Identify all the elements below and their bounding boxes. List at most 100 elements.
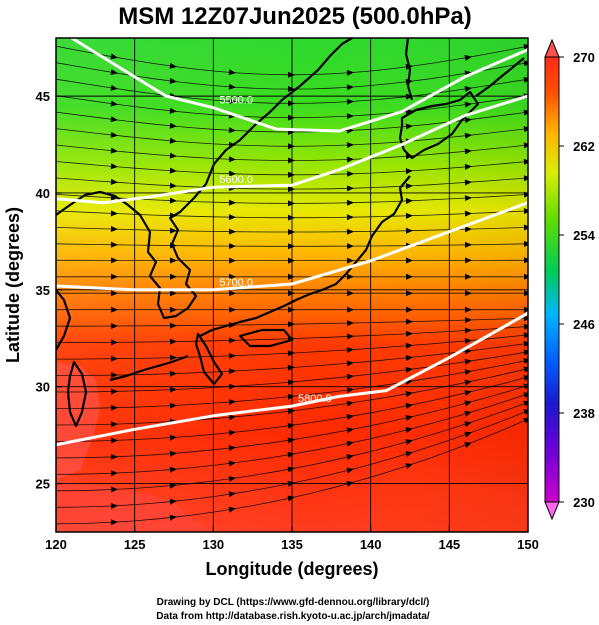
flow-arrow (229, 273, 236, 280)
flow-arrow (405, 123, 413, 130)
flow-arrow (346, 373, 354, 380)
flow-arrow (405, 197, 413, 204)
flow-arrow (524, 273, 528, 280)
flow-arrow (110, 163, 118, 170)
colorbar-min-arrow (544, 501, 560, 521)
contour-label: 5600.0 (219, 174, 253, 186)
flow-arrow (346, 333, 354, 340)
flow-arrow (111, 290, 118, 297)
flow-arrow (347, 273, 354, 280)
flow-arrow (346, 156, 354, 163)
flow-arrow (464, 179, 472, 186)
flow-arrow (169, 370, 177, 377)
flow-arrow (405, 391, 413, 397)
flow-arrow (346, 413, 354, 420)
flow-arrow (346, 387, 354, 394)
map-title: MSM 12Z07Jun2025 (500.0hPa) (118, 3, 472, 30)
contour-line (56, 94, 528, 205)
flow-arrow (346, 170, 354, 177)
flow-arrow (228, 398, 236, 405)
flow-arrow (287, 243, 295, 250)
flow-arrow (110, 355, 118, 362)
flow-arrow (169, 257, 177, 264)
flow-arrow (110, 84, 118, 91)
flow-arrow (287, 422, 295, 429)
flow-arrow (464, 195, 472, 202)
plot-area: 5800.0 5700.0 5600.0 5500.0 (56, 38, 528, 532)
flow-arrow (346, 84, 354, 91)
flow-arrow (111, 273, 118, 280)
colorbar-tick-label: 246 (573, 317, 595, 332)
flow-arrow (228, 368, 236, 375)
flow-arrow (464, 317, 472, 324)
flow-arrow (287, 321, 295, 328)
colorbar-tick-label: 262 (573, 139, 595, 154)
flow-arrow (228, 506, 236, 513)
y-axis-label: Latitude (degrees) (3, 207, 23, 363)
flow-arrow (170, 290, 177, 297)
flow-arrow (405, 451, 413, 458)
flow-arrow (111, 306, 118, 313)
flow-arrow (287, 86, 295, 93)
flow-arrow (288, 306, 295, 313)
flow-arrow (229, 257, 236, 264)
y-tick-label: 45 (36, 89, 50, 104)
flow-arrow (110, 241, 118, 248)
flow-arrow (464, 54, 472, 61)
flow-arrow (405, 93, 413, 100)
flow-arrow (110, 372, 118, 379)
flow-arrow (110, 470, 118, 477)
flow-arrow (346, 440, 354, 447)
flow-arrow (464, 148, 472, 155)
y-tick-label: 25 (36, 477, 50, 492)
y-tick-label: 35 (36, 283, 50, 298)
flow-arrow (346, 214, 354, 221)
flow-arrow (110, 257, 118, 264)
height-contours: 5800.0 5700.0 5600.0 5500.0 (56, 38, 528, 447)
flow-arrow (523, 358, 528, 364)
flow-arrow (346, 243, 354, 250)
flow-arrow (169, 77, 177, 84)
flow-arrow (229, 306, 236, 313)
flow-arrow (169, 152, 177, 159)
flow-arrow (465, 273, 472, 280)
flow-arrow (346, 69, 354, 76)
contour-label: 5700.0 (219, 277, 253, 289)
flow-arrow (405, 227, 413, 234)
flow-arrow (169, 466, 177, 473)
flow-arrow (464, 101, 472, 108)
flow-arrow (287, 451, 295, 458)
flow-arrow (110, 131, 118, 138)
flow-arrow (287, 466, 295, 473)
flow-arrow (110, 323, 118, 330)
colorbar-tick-label: 254 (573, 228, 595, 243)
flow-arrow (464, 257, 472, 264)
coast-china-south (56, 289, 72, 351)
contour-line (56, 201, 528, 292)
flow-arrow (228, 445, 236, 452)
flow-arrow (523, 417, 528, 424)
flow-arrow (405, 183, 413, 190)
flow-arrow (287, 157, 295, 164)
flow-arrow (464, 327, 472, 334)
flow-arrow (110, 404, 118, 411)
flow-arrow (169, 450, 177, 457)
flow-arrow (228, 460, 236, 467)
flow-arrow (346, 113, 354, 120)
flow-arrow (346, 467, 354, 474)
flow-arrow (287, 71, 295, 78)
flow-arrow (464, 117, 472, 124)
flow-arrow (287, 228, 295, 235)
flow-arrow (110, 116, 118, 123)
flow-arrow (110, 147, 118, 154)
flow-arrow (287, 364, 295, 371)
colorbar-gradient (544, 56, 560, 503)
flow-arrow (346, 199, 354, 206)
flow-arrow (346, 228, 354, 235)
flow-arrow (228, 414, 236, 421)
flow-arrow (110, 486, 118, 493)
credit-data: Data from http://database.rish.kyoto-u.a… (156, 611, 430, 622)
flow-arrow (169, 498, 177, 505)
flow-arrow (287, 393, 295, 400)
colorbar-tick-label: 238 (573, 406, 595, 421)
